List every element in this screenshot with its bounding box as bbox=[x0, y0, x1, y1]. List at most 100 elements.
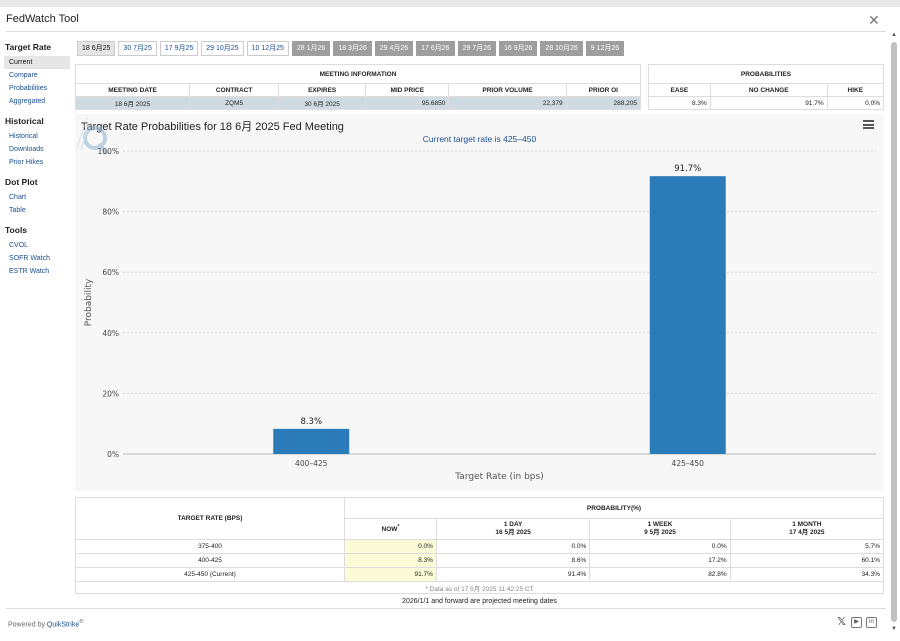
meeting-tab[interactable]: 17 6月26 bbox=[416, 41, 455, 56]
probability-cell: 91.7% bbox=[344, 567, 437, 582]
app-title: FedWatch Tool bbox=[6, 13, 79, 25]
sidebar-item-aggregated[interactable]: Aggregated bbox=[9, 98, 46, 105]
probability-period-header: 1 DAY 16 5月 2025 bbox=[435, 518, 591, 540]
bar-data-label: 8.3% bbox=[300, 417, 322, 427]
sidebar-item-current[interactable]: Current bbox=[4, 56, 70, 69]
vertical-scrollbar[interactable]: ▲ ▼ bbox=[890, 32, 899, 632]
target-rate-cell: 425-450 (Current) bbox=[75, 567, 345, 582]
powered-by: Powered by QuikStrike® bbox=[8, 619, 84, 628]
sidebar-item-compare[interactable]: Compare bbox=[9, 72, 38, 79]
target-rate-cell: 400-425 bbox=[75, 553, 345, 568]
sidebar-item-sofr-watch[interactable]: SOFR Watch bbox=[9, 255, 50, 262]
table-row: 375-400 0.0% 0.0% 0.0% 5.7% bbox=[75, 539, 885, 554]
meeting-tab[interactable]: 29 10月25 bbox=[201, 41, 244, 56]
quikstrike-link[interactable]: QuikStrike bbox=[46, 621, 80, 629]
probabilities-cell: 8.3% bbox=[648, 96, 711, 110]
target-rate-cell: 375-400 bbox=[75, 539, 345, 554]
close-x-icon[interactable]: ✕ bbox=[868, 12, 880, 28]
meeting-info-cell: 18 6月 2025 bbox=[74, 96, 191, 110]
meeting-tab[interactable]: 28 10月26 bbox=[540, 41, 583, 56]
probabilities-cell: 0.0% bbox=[826, 96, 885, 110]
scroll-up-icon[interactable]: ▲ bbox=[891, 32, 897, 38]
sidebar-item-cvol[interactable]: CVOL bbox=[9, 242, 29, 249]
meeting-info-column-header: EXPIRES bbox=[278, 83, 367, 97]
sidebar: Target Rate Current Compare Probabilities Ag… bbox=[4, 42, 70, 278]
probability-cell: 17.2% bbox=[589, 553, 731, 568]
meeting-info-cell: 95.6850 bbox=[365, 96, 450, 110]
sidebar-item-estr-watch[interactable]: ESTR Watch bbox=[9, 268, 50, 275]
chart-title: Target Rate Probabilities for 18 6月 2025… bbox=[81, 121, 344, 133]
probabilities-table: PROBABILITIES EASE NO CHANGE HIKE 8.3% 91.7… bbox=[648, 64, 885, 110]
sidebar-item-probabilities[interactable]: Probabilities bbox=[9, 85, 48, 92]
probability-cell: 8.3% bbox=[344, 553, 437, 568]
sidebar-heading: Tools bbox=[5, 225, 28, 235]
header-divider bbox=[6, 31, 886, 32]
meeting-information-table: MEETING INFORMATION MEETING DATE CONTRACT… bbox=[74, 64, 642, 110]
sidebar-item-chart[interactable]: Chart bbox=[9, 194, 27, 201]
probability-cell: 0.0% bbox=[589, 539, 731, 554]
y-axis-label: Probability bbox=[84, 278, 94, 326]
scroll-down-icon[interactable]: ▼ bbox=[891, 626, 897, 632]
sidebar-item-table[interactable]: Table bbox=[9, 207, 26, 214]
probabilities-cell: 91.7% bbox=[709, 96, 828, 110]
probability-cell: 0.0% bbox=[435, 539, 591, 554]
meeting-tab[interactable]: 29 4月26 bbox=[374, 41, 414, 56]
meeting-info-heading: MEETING INFORMATION bbox=[75, 64, 641, 84]
meeting-tab[interactable]: 16 9月26 bbox=[499, 41, 538, 56]
period-date: 9 5月 2025 bbox=[644, 529, 676, 536]
y-tick-label: 60% bbox=[102, 268, 119, 277]
meeting-tab[interactable]: 18 3月26 bbox=[333, 41, 372, 56]
meeting-tab[interactable]: 18 6月25 bbox=[77, 41, 116, 56]
meeting-tab[interactable]: 9 12月26 bbox=[585, 41, 625, 56]
scrollbar-thumb[interactable] bbox=[891, 42, 897, 622]
y-tick-label: 40% bbox=[102, 329, 119, 338]
powered-by-prefix: Powered by bbox=[8, 621, 45, 629]
meeting-info-column-header: PRIOR VOLUME bbox=[448, 83, 567, 97]
x-icon[interactable]: 𝕏 bbox=[837, 616, 846, 628]
period-label: 1 DAY bbox=[503, 521, 523, 528]
probability-period-header: NOW* bbox=[344, 518, 437, 540]
period-label: 1 MONTH bbox=[792, 521, 822, 528]
table-row: 425-450 (Current) 91.7% 91.4% 82.8% 34.3% bbox=[75, 567, 885, 582]
meeting-info-column-header: MEETING DATE bbox=[74, 83, 191, 97]
top-bar bbox=[0, 0, 900, 7]
youtube-icon[interactable]: ▶ bbox=[851, 617, 862, 628]
meeting-info-column-header: MID PRICE bbox=[365, 83, 450, 97]
meeting-tab[interactable]: 17 9月25 bbox=[159, 41, 199, 56]
period-date: 17 4月 2025 bbox=[789, 529, 825, 536]
data-as-of-note: * Data as of 17 5月 2025 11:42:25 CT bbox=[75, 581, 884, 594]
meeting-tab[interactable]: 30 7月25 bbox=[118, 41, 157, 56]
meeting-info-cell: 288,205 bbox=[565, 96, 642, 110]
rate-probability-table: TARGET RATE (BPS) PROBABILITY(%) NOW* 1 D… bbox=[75, 497, 885, 594]
registered-mark: ® bbox=[79, 619, 84, 625]
linkedin-icon[interactable]: in bbox=[866, 617, 877, 628]
y-tick-label: 20% bbox=[102, 389, 119, 398]
sidebar-spacer bbox=[4, 169, 70, 177]
x-tick-label: 425–450 bbox=[672, 459, 705, 468]
sidebar-item-downloads[interactable]: Downloads bbox=[9, 146, 44, 153]
chart-subtitle: Current target rate is 425–450 bbox=[422, 134, 537, 144]
meeting-tab[interactable]: 29 7月26 bbox=[457, 41, 496, 56]
sidebar-heading: Target Rate bbox=[5, 42, 52, 52]
probability-cell: 0.0% bbox=[344, 539, 437, 554]
sidebar-item-prior-hikes[interactable]: Prior Hikes bbox=[9, 159, 44, 166]
meeting-info-cell: 30 6月 2025 bbox=[278, 96, 367, 110]
probabilities-column-header: NO CHANGE bbox=[709, 83, 828, 97]
now-marker: * bbox=[397, 524, 400, 531]
meeting-tab[interactable]: 28 1月26 bbox=[291, 41, 331, 56]
sidebar-heading: Dot Plot bbox=[5, 177, 38, 187]
target-rate-header: TARGET RATE (BPS) bbox=[75, 497, 345, 540]
sidebar-spacer bbox=[4, 217, 70, 225]
meeting-info-cell: ZQM5 bbox=[189, 96, 280, 110]
meeting-tab[interactable]: 10 12月25 bbox=[246, 41, 289, 56]
sidebar-spacer bbox=[4, 108, 70, 116]
y-tick-label: 100% bbox=[98, 147, 119, 156]
projected-dates-note: 2026/1/1 and forward are projected meeti… bbox=[402, 598, 557, 605]
x-tick-label: 400–425 bbox=[295, 459, 328, 468]
probability-chart: Target Rate Probabilities for 18 6月 2025… bbox=[75, 114, 884, 491]
bar bbox=[273, 428, 350, 454]
hamburger-menu-icon[interactable] bbox=[863, 120, 874, 129]
probability-period-header: 1 MONTH 17 4月 2025 bbox=[729, 518, 885, 540]
probabilities-column-header: HIKE bbox=[826, 83, 885, 97]
sidebar-item-historical[interactable]: Historical bbox=[9, 133, 38, 140]
